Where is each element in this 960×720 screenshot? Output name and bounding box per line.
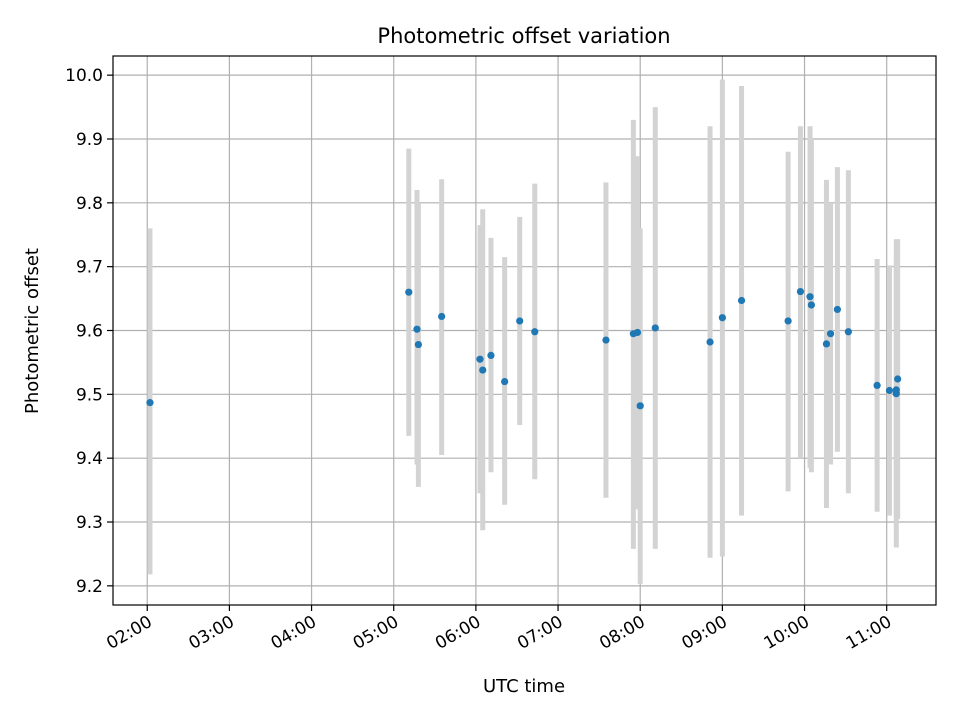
x-tick-label: 02:00 bbox=[103, 612, 155, 654]
data-point bbox=[826, 330, 835, 338]
x-tick-label: 11:00 bbox=[843, 612, 895, 654]
data-point bbox=[885, 386, 894, 395]
data-point bbox=[516, 317, 524, 325]
data-point bbox=[531, 328, 539, 336]
y-tick-label: 9.8 bbox=[76, 194, 103, 214]
x-tick-label: 09:00 bbox=[678, 612, 730, 654]
data-point bbox=[414, 340, 422, 349]
y-tick-label: 10.0 bbox=[65, 66, 103, 86]
x-axis-ticks: 02:00 03:00 04:00 05:00 06:00 07:00 08:00 09:00… bbox=[103, 605, 895, 654]
data-point bbox=[737, 296, 746, 305]
data-point bbox=[651, 324, 659, 332]
y-tick-label: 9.9 bbox=[76, 130, 103, 150]
data-point bbox=[844, 328, 852, 336]
y-axis-ticks: 9.2 9.3 9.4 9.5 9.6 9.7 9.8 9.9 10.0 bbox=[65, 66, 113, 597]
data-point bbox=[487, 351, 495, 359]
error-bars bbox=[147, 79, 901, 584]
y-tick-label: 9.7 bbox=[76, 258, 103, 278]
data-point bbox=[892, 386, 900, 394]
data-point bbox=[822, 340, 831, 348]
data-point bbox=[806, 293, 814, 301]
data-point bbox=[894, 375, 902, 383]
x-tick-label: 07:00 bbox=[514, 612, 566, 654]
data-points bbox=[146, 287, 902, 410]
data-point bbox=[833, 305, 842, 314]
y-tick-label: 9.4 bbox=[76, 449, 103, 469]
y-tick-label: 9.3 bbox=[76, 513, 103, 533]
data-point bbox=[706, 338, 714, 346]
chart-title: Photometric offset variation bbox=[377, 24, 670, 48]
y-tick-label: 9.5 bbox=[76, 385, 103, 405]
y-axis-label: Photometric offset bbox=[22, 248, 43, 414]
data-point bbox=[438, 312, 446, 321]
data-point bbox=[479, 366, 487, 374]
data-point bbox=[807, 301, 815, 309]
data-point bbox=[796, 287, 805, 296]
data-point bbox=[476, 355, 484, 363]
data-point bbox=[413, 325, 421, 333]
x-tick-label: 08:00 bbox=[596, 612, 648, 654]
data-point bbox=[784, 317, 792, 325]
data-point bbox=[602, 336, 610, 344]
data-point bbox=[405, 288, 413, 296]
data-point bbox=[718, 314, 726, 322]
x-tick-label: 06:00 bbox=[432, 612, 484, 654]
x-tick-label: 05:00 bbox=[350, 612, 402, 654]
x-tick-label: 03:00 bbox=[185, 612, 237, 654]
x-tick-label: 10:00 bbox=[761, 612, 813, 654]
data-point bbox=[636, 402, 644, 410]
data-point bbox=[633, 328, 642, 337]
x-tick-label: 04:00 bbox=[268, 612, 320, 654]
y-tick-label: 9.6 bbox=[76, 322, 103, 342]
x-axis-label: UTC time bbox=[483, 676, 565, 697]
data-point bbox=[873, 381, 881, 389]
data-point bbox=[146, 399, 154, 407]
y-tick-label: 9.2 bbox=[76, 577, 103, 597]
data-point bbox=[501, 377, 509, 386]
